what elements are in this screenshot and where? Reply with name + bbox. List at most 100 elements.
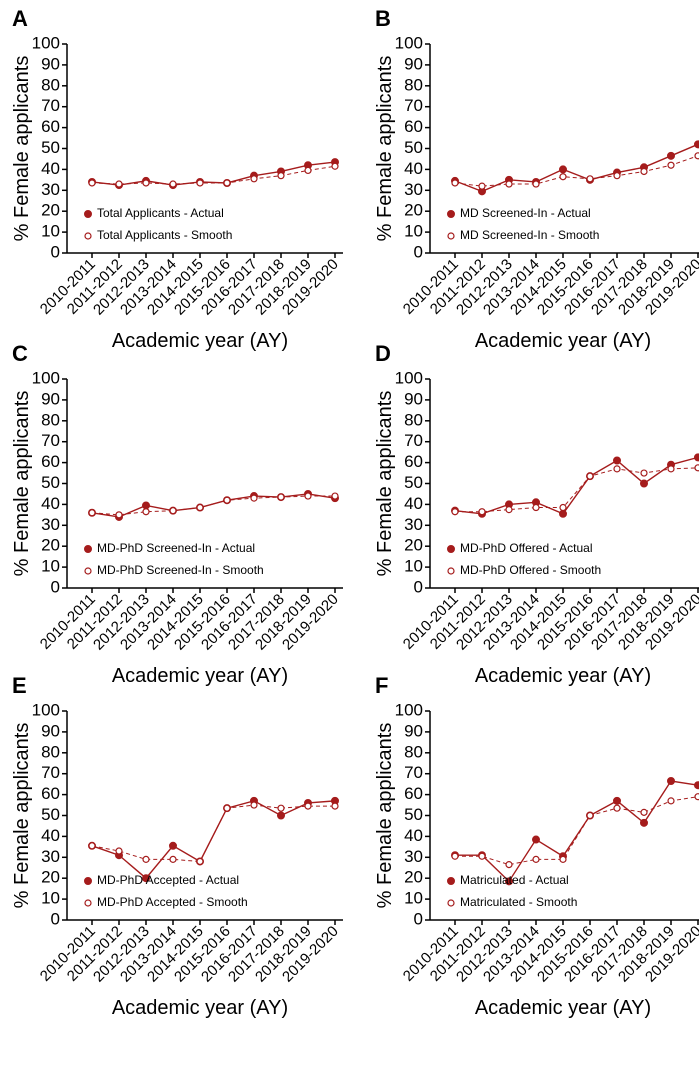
- legend-label: Total Applicants - Actual: [97, 206, 224, 220]
- point: [694, 781, 699, 790]
- point: [694, 464, 699, 472]
- point: [223, 496, 231, 504]
- point: [277, 172, 285, 180]
- point: [505, 861, 513, 869]
- point: [142, 179, 150, 187]
- point: [666, 777, 675, 786]
- legend-marker: [83, 544, 92, 553]
- point: [639, 479, 648, 488]
- legend-marker: [447, 567, 455, 575]
- legend-label: Matriculated - Actual: [460, 873, 569, 887]
- y-axis-title: % Female applicants: [11, 391, 33, 577]
- point: [331, 802, 339, 810]
- x-axis-title: Academic year (AY): [475, 665, 651, 687]
- y-tick-label: 80: [41, 742, 60, 761]
- y-tick-label: 0: [414, 577, 423, 596]
- point: [304, 492, 312, 500]
- point: [640, 167, 648, 176]
- legend-label: MD-PhD Offered - Smooth: [460, 563, 601, 577]
- x-axis-title: Academic year (AY): [112, 330, 288, 352]
- point: [451, 508, 459, 516]
- point: [277, 804, 285, 812]
- y-tick-label: 70: [404, 96, 423, 115]
- panel-label: B: [375, 6, 391, 31]
- y-tick-label: 0: [51, 577, 60, 596]
- series-line: [454, 456, 699, 515]
- point: [694, 453, 699, 462]
- y-tick-label: 0: [414, 242, 423, 261]
- point: [478, 852, 486, 860]
- point: [196, 179, 204, 187]
- y-tick-label: 70: [404, 763, 423, 782]
- y-tick-label: 50: [404, 138, 423, 157]
- point: [88, 509, 96, 517]
- y-tick-label: 40: [404, 494, 423, 513]
- point: [451, 179, 459, 187]
- y-tick-label: 10: [404, 889, 423, 908]
- point: [559, 855, 567, 863]
- point: [142, 508, 150, 516]
- point: [250, 175, 258, 183]
- point: [532, 503, 540, 512]
- point: [331, 492, 339, 500]
- point: [532, 855, 540, 863]
- point: [667, 161, 675, 169]
- x-axis-title: Academic year (AY): [475, 330, 651, 352]
- y-tick-label: 20: [41, 868, 60, 887]
- point: [505, 180, 513, 188]
- point: [478, 182, 486, 190]
- point: [196, 503, 204, 512]
- series-line: [91, 165, 336, 185]
- point: [586, 811, 594, 820]
- series-line: [454, 155, 699, 187]
- y-tick-label: 70: [404, 431, 423, 450]
- y-tick-label: 80: [404, 742, 423, 761]
- point: [250, 801, 258, 809]
- point: [115, 180, 123, 188]
- point: [223, 179, 231, 187]
- point: [115, 511, 123, 519]
- panel-label: C: [12, 341, 28, 366]
- y-axis-title: % Female applicants: [11, 723, 33, 909]
- series-line: [455, 467, 699, 513]
- point: [505, 506, 513, 514]
- point: [115, 847, 123, 855]
- point: [612, 796, 621, 805]
- point: [613, 465, 621, 473]
- y-tick-label: 50: [41, 138, 60, 157]
- y-tick-label: 90: [404, 389, 423, 408]
- y-tick-label: 100: [395, 368, 423, 387]
- panel-label: E: [12, 673, 27, 698]
- legend-label: MD Screened-In - Smooth: [460, 228, 599, 242]
- point: [142, 855, 150, 863]
- y-tick-label: 100: [395, 700, 423, 719]
- y-tick-label: 0: [51, 242, 60, 261]
- panel-label: A: [12, 6, 28, 31]
- y-tick-label: 80: [404, 410, 423, 429]
- point: [331, 162, 339, 170]
- y-tick-label: 40: [404, 159, 423, 178]
- point: [667, 465, 675, 473]
- series-line: [455, 780, 699, 883]
- point: [694, 140, 699, 149]
- series-line: [91, 161, 336, 186]
- y-axis-title: % Female applicants: [374, 391, 396, 577]
- y-tick-label: 10: [41, 222, 60, 241]
- point: [142, 501, 151, 510]
- x-axis-title: Academic year (AY): [112, 665, 288, 687]
- legend-label: Matriculated - Smooth: [460, 895, 577, 909]
- x-axis-title: Academic year (AY): [475, 997, 651, 1019]
- point: [478, 508, 486, 516]
- legend-marker: [447, 232, 455, 240]
- series-line: [91, 804, 335, 863]
- point: [196, 857, 204, 866]
- y-tick-label: 80: [404, 75, 423, 94]
- point: [277, 811, 286, 820]
- y-tick-label: 10: [404, 222, 423, 241]
- y-tick-label: 50: [404, 805, 423, 824]
- y-tick-label: 20: [41, 536, 60, 555]
- series-line: [91, 495, 335, 516]
